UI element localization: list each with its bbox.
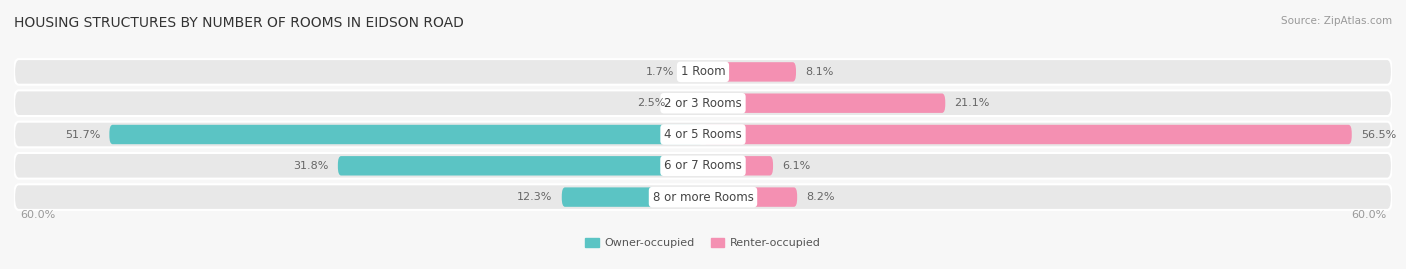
Text: 8.2%: 8.2% xyxy=(807,192,835,202)
Text: 2.5%: 2.5% xyxy=(637,98,665,108)
FancyBboxPatch shape xyxy=(703,62,796,82)
FancyBboxPatch shape xyxy=(703,125,1351,144)
FancyBboxPatch shape xyxy=(14,184,1392,210)
FancyBboxPatch shape xyxy=(562,187,703,207)
Legend: Owner-occupied, Renter-occupied: Owner-occupied, Renter-occupied xyxy=(581,233,825,253)
FancyBboxPatch shape xyxy=(14,122,1392,147)
Text: 8.1%: 8.1% xyxy=(806,67,834,77)
Text: Source: ZipAtlas.com: Source: ZipAtlas.com xyxy=(1281,16,1392,26)
Text: 21.1%: 21.1% xyxy=(955,98,990,108)
Text: 4 or 5 Rooms: 4 or 5 Rooms xyxy=(664,128,742,141)
FancyBboxPatch shape xyxy=(337,156,703,175)
Text: 1.7%: 1.7% xyxy=(645,67,675,77)
Text: 8 or more Rooms: 8 or more Rooms xyxy=(652,191,754,204)
Text: 6.1%: 6.1% xyxy=(782,161,810,171)
FancyBboxPatch shape xyxy=(675,94,703,113)
FancyBboxPatch shape xyxy=(703,187,797,207)
Text: 31.8%: 31.8% xyxy=(294,161,329,171)
FancyBboxPatch shape xyxy=(703,94,945,113)
Text: 51.7%: 51.7% xyxy=(65,129,100,140)
Text: 12.3%: 12.3% xyxy=(517,192,553,202)
Text: 56.5%: 56.5% xyxy=(1361,129,1396,140)
Text: 1 Room: 1 Room xyxy=(681,65,725,78)
FancyBboxPatch shape xyxy=(14,90,1392,116)
Text: 60.0%: 60.0% xyxy=(1351,210,1386,220)
Text: 60.0%: 60.0% xyxy=(20,210,55,220)
FancyBboxPatch shape xyxy=(14,153,1392,179)
FancyBboxPatch shape xyxy=(110,125,703,144)
Text: HOUSING STRUCTURES BY NUMBER OF ROOMS IN EIDSON ROAD: HOUSING STRUCTURES BY NUMBER OF ROOMS IN… xyxy=(14,16,464,30)
FancyBboxPatch shape xyxy=(683,62,703,82)
FancyBboxPatch shape xyxy=(703,156,773,175)
FancyBboxPatch shape xyxy=(14,59,1392,85)
Text: 6 or 7 Rooms: 6 or 7 Rooms xyxy=(664,159,742,172)
Text: 2 or 3 Rooms: 2 or 3 Rooms xyxy=(664,97,742,110)
